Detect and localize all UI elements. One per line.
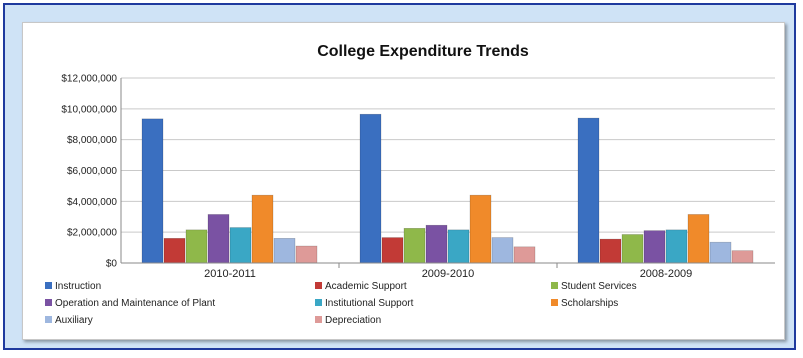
bar [665, 229, 688, 264]
bar [381, 237, 404, 264]
legend-swatch [315, 299, 322, 306]
bar [687, 214, 710, 264]
bar [599, 238, 622, 264]
bar [163, 238, 186, 264]
legend-label: Institutional Support [325, 298, 414, 309]
y-tick-label: $10,000,000 [61, 104, 117, 115]
chart-panel: College Expenditure Trends $0 $2,000,000 $… [22, 22, 785, 340]
legend: Instruction Academic Support Student Servi… [45, 281, 637, 326]
y-tick-label: $4,000,000 [67, 197, 117, 208]
legend-label: Auxiliary [55, 315, 93, 326]
y-tick-label: $0 [106, 259, 118, 270]
legend-swatch [551, 282, 558, 289]
bar [359, 113, 382, 264]
bar [577, 117, 600, 264]
x-category-label: 2008-2009 [640, 268, 693, 280]
chart-title: College Expenditure Trends [317, 43, 529, 60]
legend-label: Operation and Maintenance of Plant [55, 298, 215, 309]
y-tick-label: $8,000,000 [67, 135, 117, 146]
bar [141, 118, 164, 264]
expenditure-bar-chart: College Expenditure Trends $0$2,000,000$… [45, 43, 775, 326]
bar [513, 246, 536, 264]
outer-frame: College Expenditure Trends $0 $2,000,000 $… [3, 3, 796, 350]
axes [120, 78, 775, 268]
y-axis-ticks: $0 $2,000,000 $4,000,000 $6,000,000 $8,000,0… [61, 74, 117, 270]
bar [491, 237, 514, 264]
x-category-label: 2009-2010 [422, 268, 475, 280]
bar [229, 227, 252, 264]
bar [621, 234, 644, 264]
legend-label: Depreciation [325, 315, 381, 326]
bar [185, 229, 208, 264]
x-axis-category-labels: 2010-2011 2009-2010 2008-2009 [204, 268, 692, 280]
y-tick-label: $12,000,000 [61, 74, 117, 85]
legend-swatch [315, 316, 322, 323]
x-category-label: 2010-2011 [204, 268, 256, 280]
gridlines [121, 77, 775, 233]
legend-swatch [45, 316, 52, 323]
y-tick-label: $2,000,000 [67, 228, 117, 239]
legend-label: Scholarships [561, 298, 618, 309]
bar [643, 230, 666, 264]
legend-swatch [45, 282, 52, 289]
legend-swatch [551, 299, 558, 306]
bar [447, 229, 470, 264]
bar [425, 224, 448, 264]
bar [273, 238, 296, 264]
legend-label: Instruction [55, 281, 101, 292]
legend-swatch [45, 299, 52, 306]
legend-label: Student Services [561, 281, 637, 292]
bar [469, 194, 492, 264]
bar [207, 214, 230, 264]
legend-swatch [315, 282, 322, 289]
bars [141, 113, 754, 264]
bar [709, 241, 732, 264]
bar [251, 194, 274, 264]
bar [403, 228, 426, 264]
legend-label: Academic Support [325, 281, 407, 292]
y-tick-label: $6,000,000 [67, 166, 117, 177]
bar [295, 245, 318, 264]
bar [731, 250, 754, 264]
